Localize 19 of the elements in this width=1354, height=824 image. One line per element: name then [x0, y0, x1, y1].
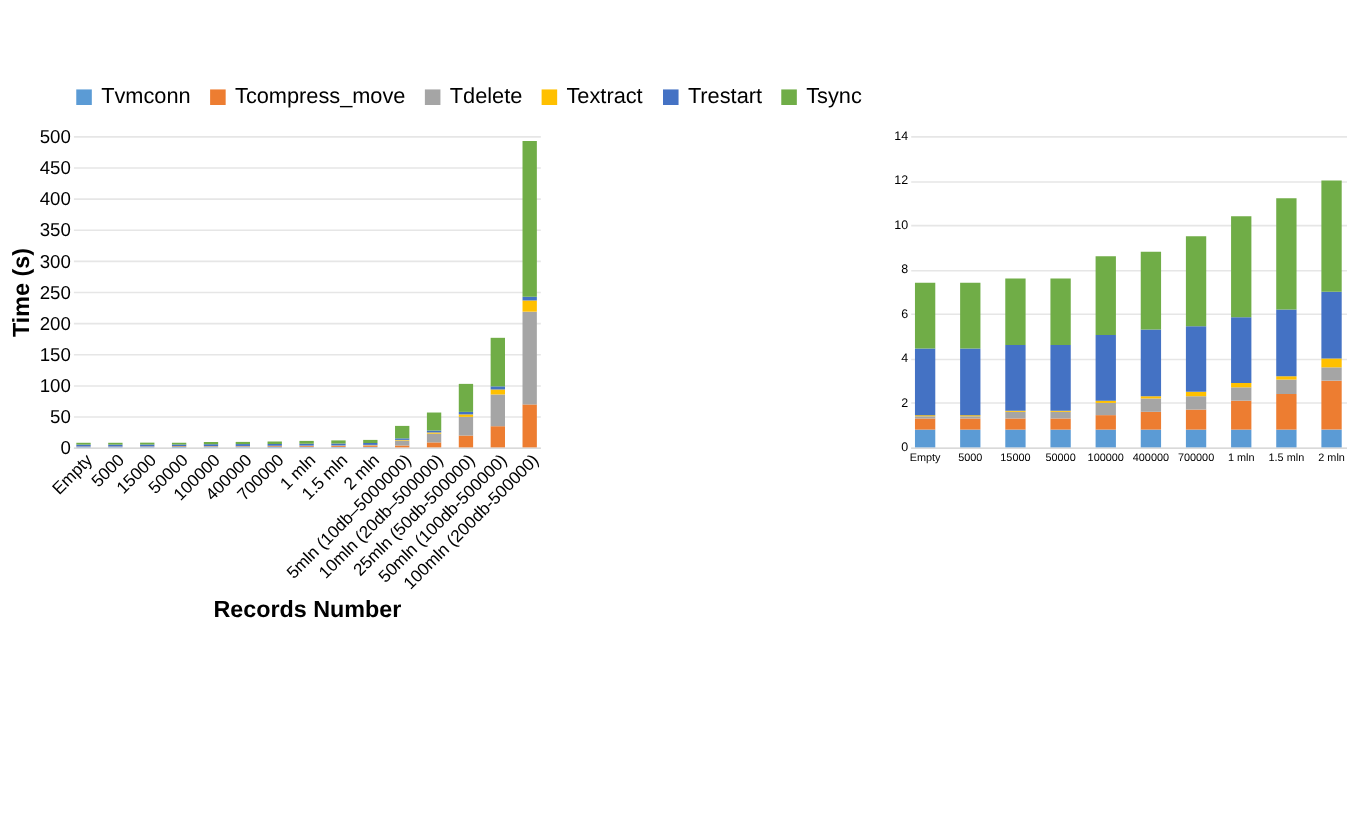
- legend-label: Tcompress_move: [235, 85, 406, 110]
- y-tick-label: 400: [39, 189, 71, 210]
- y-tick-label: 250: [39, 282, 71, 303]
- y-tick-label: 300: [39, 251, 71, 272]
- y-tick-label: 200: [39, 313, 71, 334]
- y-axis-title: Time (s): [8, 247, 35, 338]
- y-tick-label: 500: [39, 127, 71, 148]
- legend-label: Tsync: [806, 85, 863, 110]
- y-tick-label: 0: [60, 438, 71, 459]
- y-tick-label: 100: [39, 376, 71, 397]
- y-tick-label: 450: [39, 158, 71, 179]
- x-axis-title: Records Number: [213, 597, 403, 624]
- legend-label: Tvmconn: [101, 85, 191, 110]
- y-tick-label: 50: [50, 407, 71, 428]
- y-tick-label: 150: [39, 345, 71, 365]
- y-tick-label: 350: [39, 220, 71, 241]
- legend-label: Tdelete: [449, 85, 523, 110]
- legend-label: Trestart: [687, 85, 763, 110]
- legend-label: Textract: [566, 85, 643, 110]
